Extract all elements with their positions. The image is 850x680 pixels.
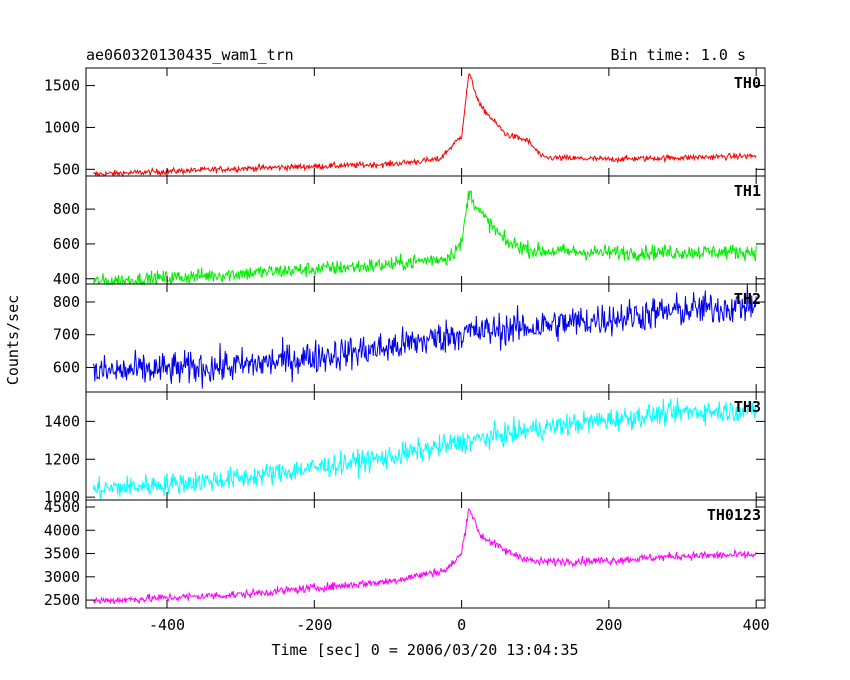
x-tick-label: -200 (296, 616, 332, 634)
series-line-th2 (92, 283, 757, 389)
y-tick-label: 800 (53, 200, 80, 218)
y-tick-label: 600 (53, 235, 80, 253)
panel-th0123: 2500 3000 3500 4000 4500 TH0123 (44, 498, 766, 609)
panel-th2: 600 700 800 TH2 (53, 283, 766, 393)
y-tick-label: 1000 (44, 488, 80, 506)
x-tick-label: -400 (149, 616, 185, 634)
y-tick-label: 600 (53, 358, 80, 376)
x-tick-label: 200 (595, 616, 622, 634)
series-line-th0 (93, 73, 757, 178)
panel-frame (85, 67, 766, 177)
series-line-th1 (92, 189, 757, 286)
y-tick-label: 4500 (44, 498, 80, 516)
panel-label: TH2 (734, 290, 761, 308)
panel-frame (85, 283, 766, 393)
y-tick-label: 500 (53, 160, 80, 178)
panel-label: TH3 (734, 398, 761, 416)
figure-title: ae060320130435_wam1_trn (86, 46, 294, 64)
y-tick-label: 3500 (44, 545, 80, 563)
panel-th1: 400 600 800 TH1 (53, 175, 766, 288)
y-tick-label: 400 (53, 270, 80, 288)
panel-label: TH0123 (707, 506, 761, 524)
panel-th3: 1000 1200 1400 TH3 (44, 391, 766, 506)
y-tick-label: 1200 (44, 450, 80, 468)
x-tick-label: 0 (457, 616, 466, 634)
y-tick-label: 2500 (44, 591, 80, 609)
y-tick-label: 700 (53, 326, 80, 344)
y-tick-label: 4000 (44, 521, 80, 539)
x-axis-label: Time [sec] 0 = 2006/03/20 13:04:35 (271, 641, 578, 659)
y-tick-label: 800 (53, 293, 80, 311)
bin-time-label: Bin time: 1.0 s (611, 46, 746, 64)
panel-label: TH0 (734, 74, 761, 92)
panel-th0: 500 1000 1500 TH0 (44, 67, 766, 178)
series-line-th0123 (92, 507, 757, 605)
y-axis-label: Counts/sec (4, 295, 22, 385)
y-tick-label: 3000 (44, 568, 80, 586)
panels-group: 500 1000 1500 TH0 400 600 800 TH1 600 700 800 TH2 10… (44, 67, 770, 634)
panel-frame (85, 499, 766, 609)
panel-frame (85, 175, 766, 285)
y-tick-label: 1000 (44, 118, 80, 136)
y-tick-label: 1500 (44, 77, 80, 95)
x-tick-label: 400 (743, 616, 770, 634)
y-tick-label: 1400 (44, 412, 80, 430)
series-line-th3 (92, 397, 757, 500)
panel-label: TH1 (734, 182, 761, 200)
